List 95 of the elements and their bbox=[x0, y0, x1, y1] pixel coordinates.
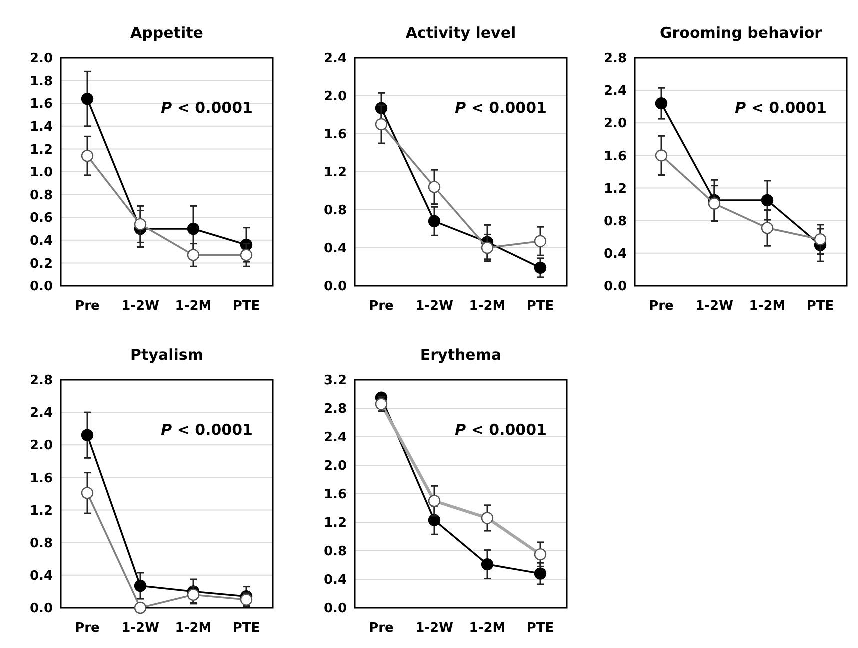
y-tick-label: 3.2 bbox=[324, 374, 347, 389]
y-tick-label: 1.2 bbox=[30, 142, 53, 158]
x-tick-label: 1-2M bbox=[469, 621, 506, 636]
point bbox=[134, 580, 147, 592]
x-tick-label: PTE bbox=[526, 621, 554, 636]
y-tick-label: 0.8 bbox=[30, 188, 53, 204]
y-tick-label: 0.8 bbox=[324, 544, 347, 560]
chart-title: Grooming behavior bbox=[660, 24, 823, 42]
annotation: P < 0.0001 bbox=[161, 421, 253, 439]
point bbox=[814, 233, 827, 246]
y-tick-label: 2.4 bbox=[324, 430, 347, 446]
annotation: P < 0.0001 bbox=[161, 99, 253, 117]
x-tick-label: 1-2W bbox=[696, 299, 734, 314]
point bbox=[134, 218, 147, 231]
x-tick-label: Pre bbox=[369, 299, 394, 314]
point bbox=[428, 181, 441, 194]
y-tick-label: 0.8 bbox=[604, 214, 627, 230]
point bbox=[655, 98, 668, 110]
x-tick-label: 1-2M bbox=[469, 299, 506, 314]
y-tick-label: 0.0 bbox=[324, 602, 347, 617]
y-tick-label: 1.2 bbox=[604, 182, 627, 197]
point bbox=[187, 222, 200, 236]
point bbox=[81, 92, 94, 106]
x-tick-label: 1-2M bbox=[175, 621, 212, 636]
y-tick-label: 2.4 bbox=[324, 52, 347, 67]
point bbox=[481, 558, 494, 571]
y-tick-label: 0.0 bbox=[324, 280, 347, 295]
y-tick-label: 1.6 bbox=[30, 97, 53, 112]
x-tick-label: Pre bbox=[649, 299, 674, 314]
y-tick-label: 1.0 bbox=[30, 166, 53, 181]
y-tick-label: 0.0 bbox=[30, 280, 53, 295]
y-tick-label: 1.6 bbox=[604, 149, 627, 164]
x-tick-label: PTE bbox=[806, 299, 834, 314]
chart-title: Activity level bbox=[406, 24, 516, 42]
x-tick-label: 1-2W bbox=[122, 299, 160, 314]
point bbox=[428, 215, 441, 228]
annotation: P < 0.0001 bbox=[455, 421, 547, 439]
y-tick-label: 1.2 bbox=[30, 504, 53, 519]
point bbox=[134, 602, 147, 614]
point bbox=[81, 150, 94, 162]
x-tick-label: 1-2W bbox=[416, 621, 454, 636]
point bbox=[534, 235, 547, 248]
y-tick-label: 1.4 bbox=[30, 120, 53, 135]
x-tick-label: PTE bbox=[526, 299, 554, 314]
y-tick-label: 2.4 bbox=[30, 406, 53, 422]
y-tick-label: 2.8 bbox=[30, 374, 53, 389]
x-tick-label: 1-2W bbox=[416, 299, 454, 314]
x-tick-label: PTE bbox=[232, 299, 260, 314]
x-tick-label: Pre bbox=[369, 621, 394, 636]
y-tick-label: 0.8 bbox=[324, 204, 347, 219]
chart-title: Appetite bbox=[130, 24, 204, 42]
y-tick-label: 2.0 bbox=[324, 459, 347, 474]
point bbox=[761, 194, 774, 207]
chart-title: Erythema bbox=[420, 346, 502, 364]
y-tick-label: 0.4 bbox=[324, 242, 347, 257]
point bbox=[187, 249, 200, 262]
point bbox=[81, 429, 94, 442]
y-tick-label: 1.6 bbox=[30, 471, 53, 486]
y-tick-label: 0.4 bbox=[30, 568, 53, 584]
x-tick-label: 1-2M bbox=[749, 299, 786, 314]
y-tick-label: 1.8 bbox=[30, 74, 53, 90]
x-tick-label: PTE bbox=[232, 621, 260, 636]
y-tick-label: 2.0 bbox=[30, 52, 53, 67]
y-tick-label: 0.0 bbox=[30, 602, 53, 617]
point bbox=[481, 242, 494, 254]
x-tick-label: Pre bbox=[75, 299, 100, 314]
point bbox=[81, 487, 94, 500]
point bbox=[655, 150, 668, 162]
y-tick-label: 0.4 bbox=[30, 234, 53, 249]
annotation: P < 0.0001 bbox=[735, 99, 827, 117]
x-tick-label: 1-2M bbox=[175, 299, 212, 314]
y-tick-label: 0.0 bbox=[604, 280, 627, 295]
y-tick-label: 2.0 bbox=[30, 438, 53, 454]
y-tick-label: 1.2 bbox=[324, 516, 347, 532]
y-tick-label: 1.2 bbox=[324, 166, 347, 181]
point bbox=[708, 198, 721, 210]
chart-title: Ptyalism bbox=[130, 346, 204, 364]
y-tick-label: 2.8 bbox=[604, 52, 627, 67]
y-tick-label: 1.6 bbox=[324, 488, 347, 503]
y-tick-label: 0.6 bbox=[30, 211, 53, 226]
y-tick-label: 1.6 bbox=[324, 128, 347, 143]
y-tick-label: 2.8 bbox=[324, 402, 347, 418]
y-tick-label: 0.2 bbox=[30, 256, 53, 272]
x-tick-label: Pre bbox=[75, 621, 100, 636]
annotation: P < 0.0001 bbox=[455, 99, 547, 117]
y-tick-label: 2.0 bbox=[324, 90, 347, 105]
y-tick-label: 0.4 bbox=[324, 573, 347, 588]
point bbox=[534, 262, 547, 274]
point bbox=[761, 222, 774, 234]
y-tick-label: 2.0 bbox=[604, 116, 627, 132]
point bbox=[375, 118, 388, 131]
x-tick-label: 1-2W bbox=[122, 621, 160, 636]
y-tick-label: 2.4 bbox=[604, 84, 627, 100]
y-tick-label: 0.4 bbox=[604, 246, 627, 262]
y-tick-label: 0.8 bbox=[30, 536, 53, 552]
